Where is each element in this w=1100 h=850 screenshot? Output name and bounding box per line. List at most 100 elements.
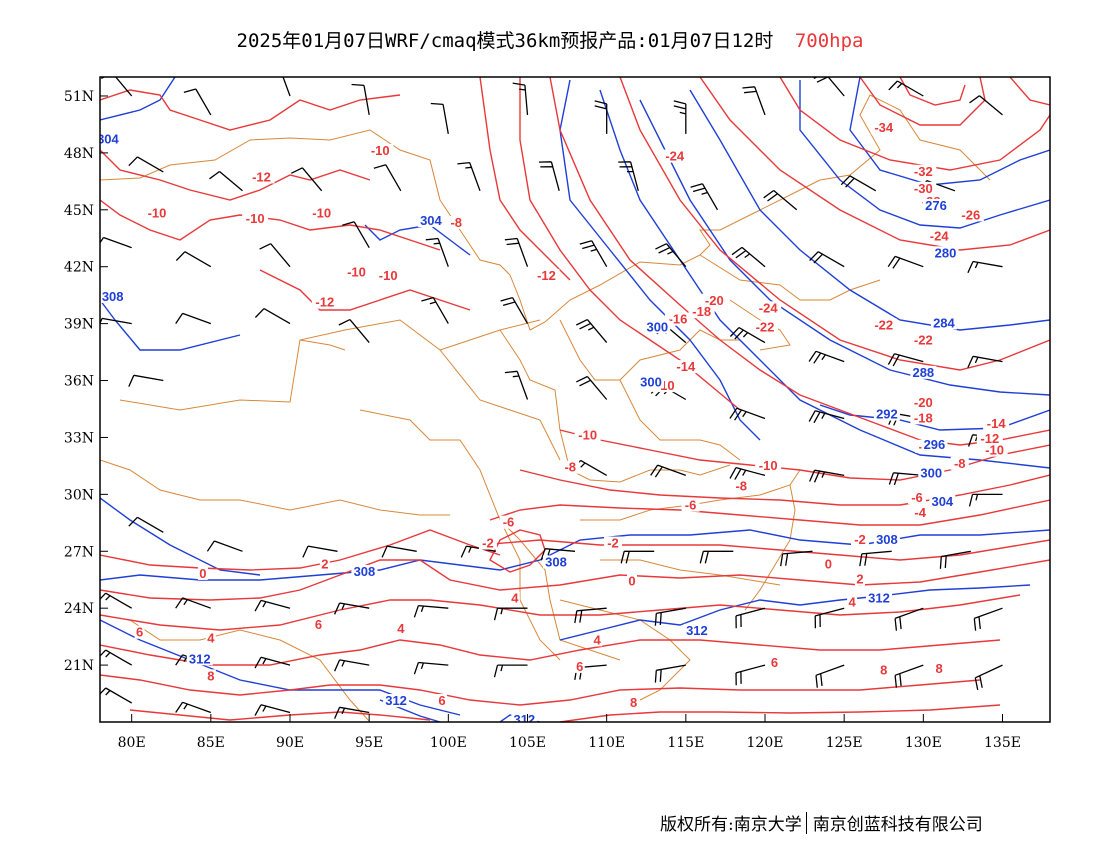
- y-tick-label: 21N: [64, 658, 94, 674]
- wind-barb: [968, 493, 1003, 507]
- temperature-label: -10: [148, 205, 167, 220]
- temperature-label: 6: [771, 655, 778, 670]
- wind-barb: [254, 599, 291, 612]
- temperature-label-bg: [755, 458, 782, 472]
- wind-barb: [888, 80, 924, 97]
- geopotential-label-bg: [543, 555, 569, 569]
- geopotential-label: 296: [924, 437, 946, 452]
- geopotential-label: 280: [935, 245, 957, 260]
- wind-barb: [576, 319, 608, 344]
- temperature-label-bg: [311, 295, 338, 309]
- wind-barb: [967, 355, 1003, 368]
- temperature-label: -10: [578, 427, 597, 442]
- geopotential-label: 288: [912, 365, 934, 380]
- temperature-label: -22: [914, 333, 933, 348]
- temperature-label: -22: [874, 317, 893, 332]
- temperature-label: -12: [537, 268, 556, 283]
- footer-left: 版权所有:南京大学: [660, 815, 802, 835]
- wind-barb: [576, 375, 608, 400]
- temperature-label: 8: [880, 663, 887, 678]
- temperature-label-bg: [367, 143, 394, 157]
- geopotential-label: 300: [646, 319, 668, 334]
- geopotential-label-bg: [351, 565, 378, 579]
- temperature-label-bg: [983, 417, 1010, 431]
- temperature-label-bg: [628, 695, 639, 709]
- wind-barb: [493, 607, 528, 621]
- temperature-label: -10: [312, 205, 331, 220]
- temperature-label: 8: [207, 668, 214, 683]
- y-tick-label: 48N: [64, 146, 94, 162]
- y-tick-label: 51N: [64, 89, 94, 105]
- geopotential-label: 304: [97, 132, 119, 147]
- temperature-label-bg: [957, 208, 984, 222]
- wind-barb: [175, 312, 212, 325]
- temperature-label: -10: [985, 443, 1004, 458]
- wind-barb: [175, 597, 212, 609]
- temperature-label: -24: [930, 228, 950, 243]
- wind-barb: [430, 102, 449, 135]
- temperature-label: 6: [136, 625, 143, 640]
- temperature-label-bg: [681, 498, 700, 512]
- temperature-label: -20: [705, 293, 724, 308]
- geopotential-label-bg: [383, 694, 410, 708]
- temperature-label-bg: [499, 515, 518, 529]
- y-tick-label: 42N: [64, 260, 94, 276]
- wind-barb: [206, 540, 243, 552]
- temperature-label-bg: [732, 479, 751, 493]
- title-main: 2025年01月07日WRF/cmaq模式36km预报产品:01月07日12时: [236, 30, 774, 52]
- wind-barb: [735, 607, 766, 629]
- wind-barb: [259, 243, 291, 268]
- wind-barb: [538, 161, 560, 191]
- temperature-label-bg: [855, 572, 865, 586]
- wind-barb: [128, 516, 164, 533]
- wind-barb: [373, 164, 402, 192]
- wind-barb: [579, 240, 608, 268]
- temperature-label: -2: [482, 536, 494, 551]
- temperature-label: 8: [936, 661, 943, 676]
- temperature-labels: -10-12-10 -10 -10-8-10 -10-12-12-24-34-32-3…: [134, 120, 1010, 710]
- temperature-label: -2: [854, 532, 866, 547]
- temperature-label-bg: [752, 320, 778, 334]
- wind-barb: [808, 410, 845, 424]
- temperature-label-bg: [661, 149, 688, 163]
- temperature-label: -6: [503, 515, 515, 530]
- temperature-label-bg: [950, 456, 969, 470]
- wind-barb: [302, 545, 338, 558]
- x-tick-label: 95E: [355, 735, 383, 751]
- temperature-label: 6: [438, 693, 445, 708]
- geopotential-label: 312: [189, 651, 211, 666]
- temperature-label-bg: [478, 536, 497, 550]
- temperature-label-bg: [627, 574, 637, 588]
- temperature-label-bg: [934, 661, 945, 675]
- wind-barb: [421, 296, 449, 324]
- geopotential-label-bg: [918, 466, 945, 480]
- temperature-label: -20: [914, 395, 933, 410]
- temperature-label: -6: [911, 490, 923, 505]
- wind-barb: [729, 407, 766, 421]
- temperature-label-bg: [509, 591, 520, 605]
- temperature-label: 0: [199, 566, 206, 581]
- geopotential-label: 304: [420, 213, 442, 228]
- temperature-label-bg: [926, 229, 953, 243]
- wind-barb: [512, 82, 529, 115]
- temperature-label: 4: [848, 594, 856, 609]
- temperature-label: -10: [759, 458, 778, 473]
- wind-barb: [100, 236, 132, 249]
- temperature-label: -2: [607, 536, 619, 551]
- temperature-label-bg: [592, 633, 603, 647]
- boundary-lines: [100, 94, 991, 722]
- y-tick-label: 33N: [64, 430, 94, 446]
- wind-barb: [342, 221, 370, 249]
- temperature-label-bg: [870, 121, 897, 135]
- geopotential-label: 300: [640, 374, 662, 389]
- geopotential-label-bg: [100, 289, 126, 303]
- wind-barb: [175, 251, 212, 268]
- temperature-label: -10: [347, 264, 366, 279]
- wind-barb: [594, 100, 608, 134]
- geopotential-label-bg: [930, 316, 957, 330]
- temperature-label: -8: [450, 215, 462, 230]
- temperature-label: 6: [576, 659, 583, 674]
- geopotential-label-bg: [644, 320, 671, 334]
- wind-barb: [493, 664, 528, 678]
- x-tick-label: 130E: [905, 735, 942, 751]
